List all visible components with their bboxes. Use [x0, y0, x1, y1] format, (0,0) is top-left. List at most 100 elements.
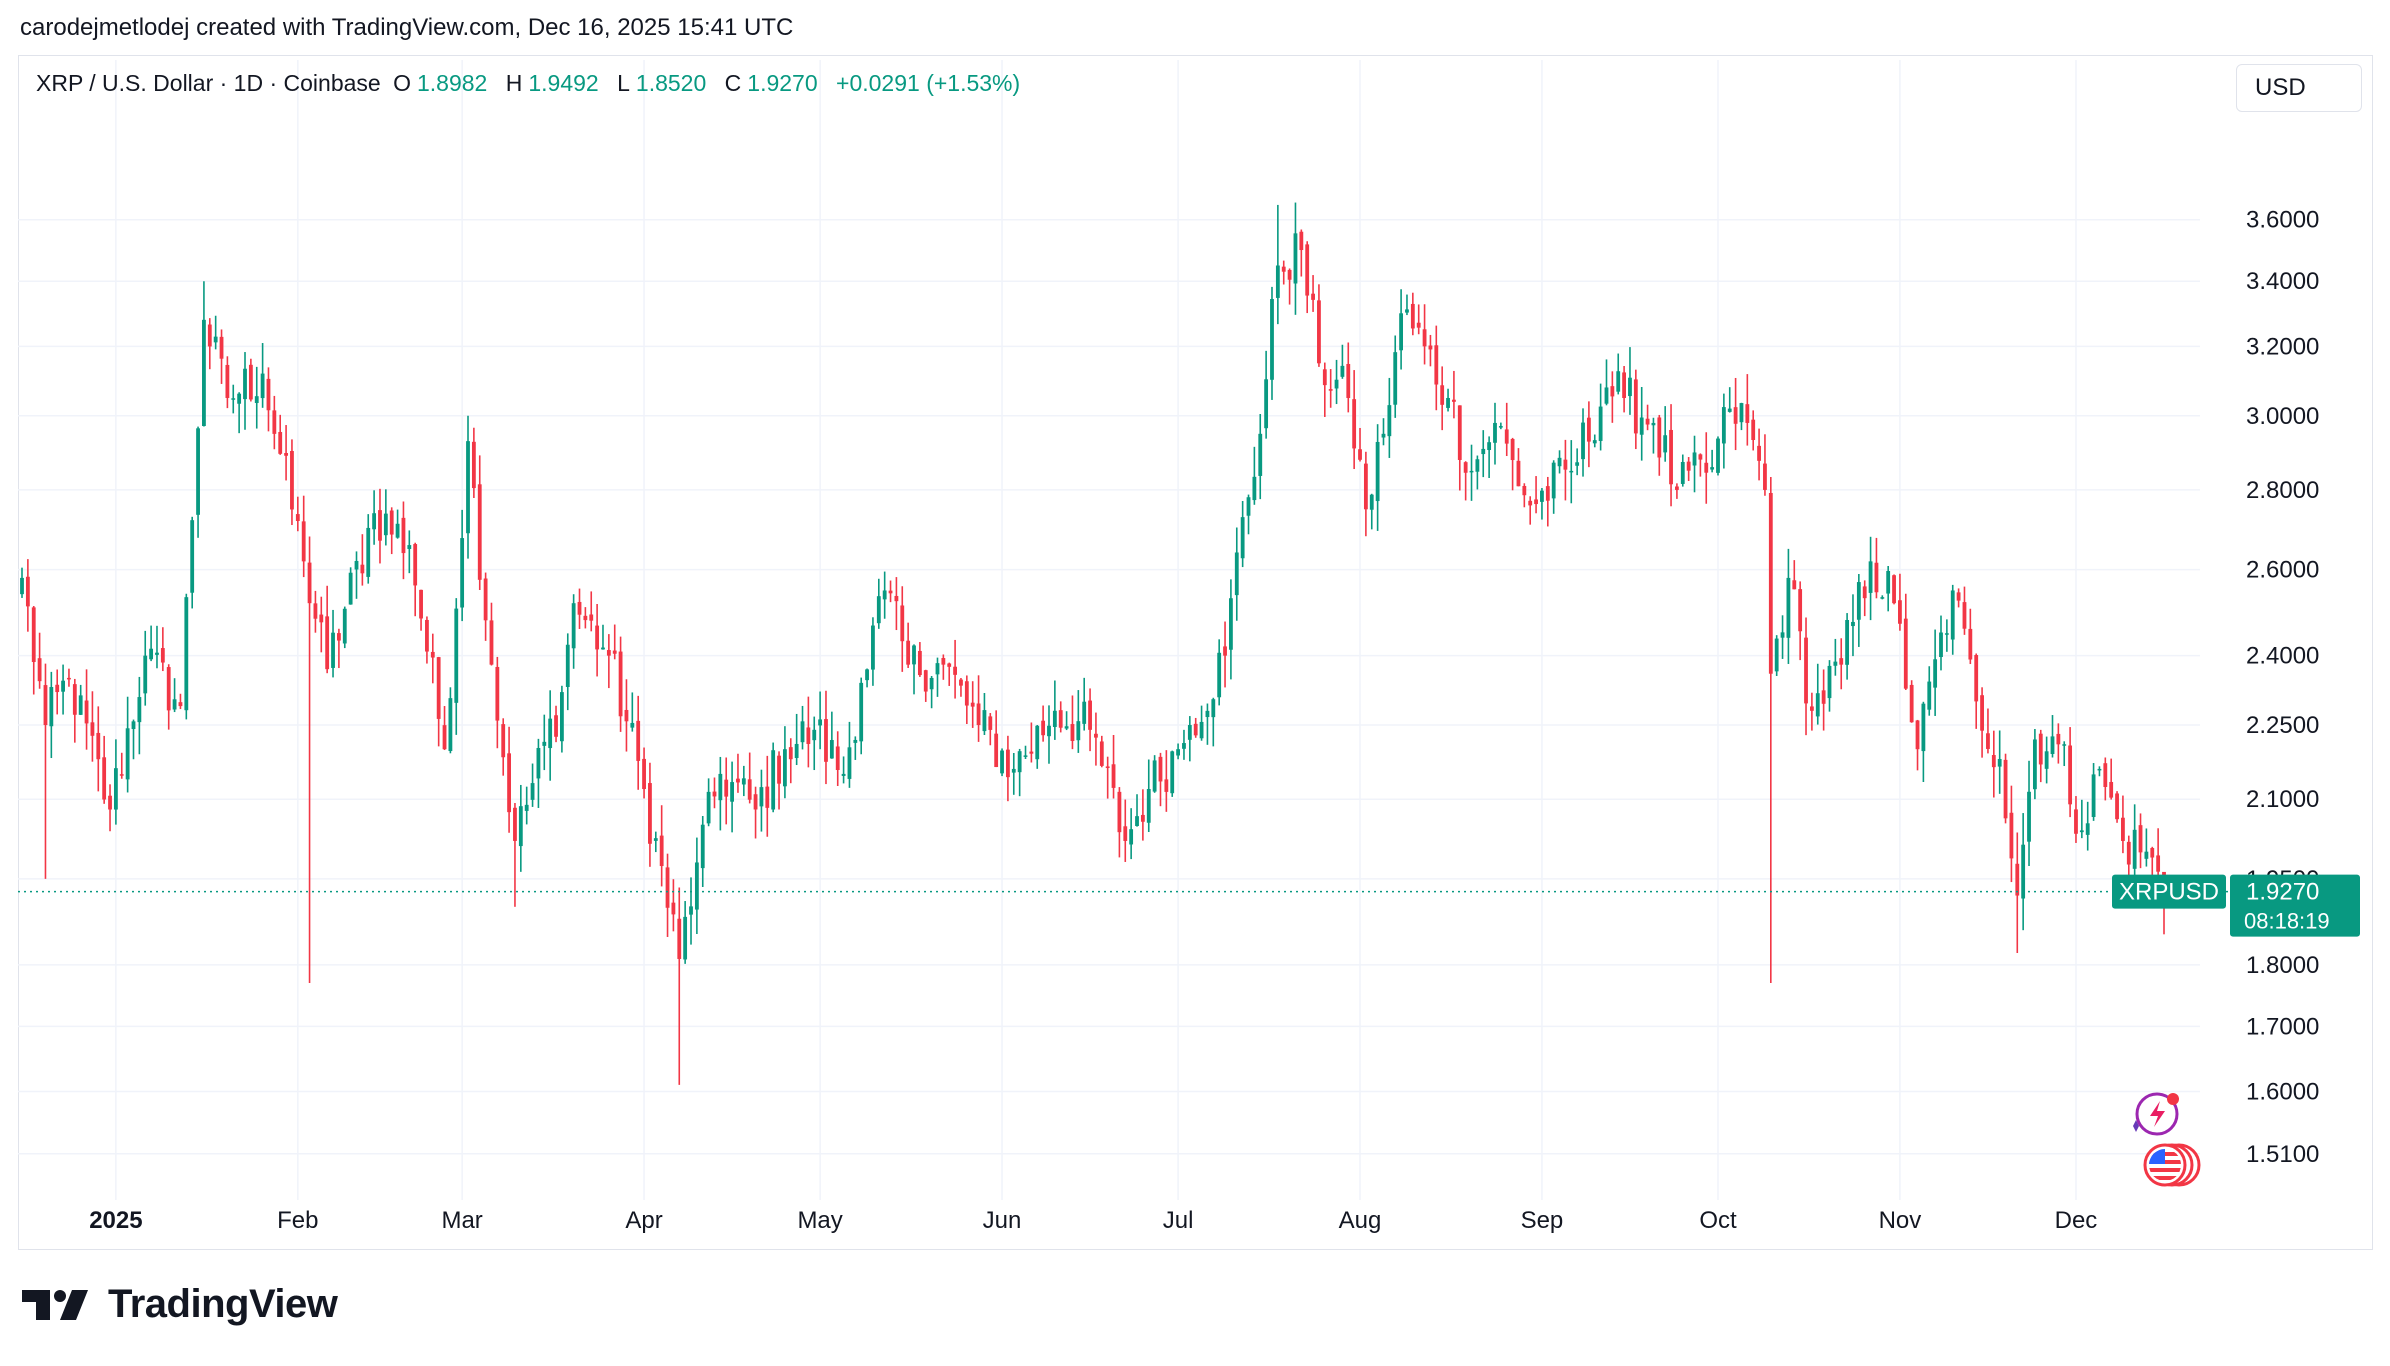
candle — [1082, 677, 1087, 731]
candle-body — [1616, 371, 1621, 392]
candle — [829, 711, 834, 759]
y-tick-label: 1.5100 — [2246, 1141, 2319, 1168]
x-tick-label: Oct — [1699, 1207, 1737, 1234]
candle-body — [477, 484, 482, 580]
candle — [1862, 580, 1867, 617]
candle — [1176, 743, 1181, 760]
candle — [190, 516, 195, 609]
currency-button[interactable]: USD — [2236, 64, 2362, 112]
candle-body — [1047, 725, 1051, 737]
candle-body — [800, 721, 805, 743]
candle — [953, 639, 957, 699]
candle — [559, 685, 564, 753]
candle-body — [1622, 372, 1627, 398]
y-tick-label: 3.0000 — [2246, 403, 2319, 430]
candle — [1933, 629, 1938, 716]
candle — [495, 656, 500, 749]
candle-body — [1792, 580, 1797, 590]
candle-body — [1768, 492, 1773, 674]
candle-body — [1281, 266, 1286, 272]
candle-body — [1164, 779, 1169, 792]
candle-body — [1270, 299, 1274, 380]
candle — [2085, 801, 2090, 851]
candle — [1780, 615, 1785, 659]
candle-body — [1569, 470, 1574, 473]
candle-body — [1123, 826, 1128, 841]
candle-body — [1375, 441, 1380, 502]
candle-body — [125, 728, 130, 780]
candle — [1011, 753, 1016, 795]
y-tick-label: 1.6000 — [2246, 1079, 2319, 1106]
candle — [1845, 613, 1850, 680]
candle-body — [2150, 848, 2155, 858]
x-tick-label: May — [797, 1207, 842, 1234]
candle-body — [1117, 791, 1122, 833]
candle-body — [25, 576, 30, 607]
candle-body — [1856, 582, 1861, 620]
candle — [372, 490, 377, 545]
candle-body — [1540, 490, 1544, 502]
candle-body — [1088, 700, 1092, 730]
candle-body — [1839, 658, 1844, 665]
candle-body — [430, 651, 435, 658]
candle — [160, 627, 165, 672]
tradingview-logo[interactable]: TradingView — [22, 1282, 338, 1327]
flash-icon[interactable] — [2133, 1092, 2179, 1136]
candle — [1675, 483, 1679, 499]
candle — [1516, 448, 1521, 487]
candle-body — [2021, 844, 2026, 899]
y-tick-label: 2.8000 — [2246, 477, 2319, 504]
candle-body — [1469, 470, 1474, 473]
chart-frame[interactable] — [18, 55, 2373, 1250]
candle-body — [1140, 814, 1145, 822]
candle-body — [747, 779, 752, 800]
candle-body — [847, 747, 852, 779]
candle — [1405, 294, 1409, 316]
candle — [1892, 574, 1896, 605]
candle-body — [143, 655, 148, 694]
symbol-title[interactable]: XRP / U.S. Dollar · 1D · Coinbase — [36, 70, 381, 96]
last-price-badge — [2230, 874, 2360, 937]
candle — [1187, 716, 1192, 762]
candle-body — [1363, 463, 1368, 510]
candle — [1645, 404, 1650, 431]
candle — [1974, 653, 1979, 729]
candle-body — [237, 393, 242, 404]
candle-body — [1463, 462, 1468, 473]
candle-body — [31, 607, 36, 663]
candle-body — [1698, 454, 1703, 460]
candle-body — [342, 608, 347, 644]
candle-body — [442, 725, 447, 750]
candle-body — [835, 746, 840, 770]
candle-body — [518, 806, 523, 847]
candle-body — [1158, 756, 1163, 782]
candle — [1428, 334, 1433, 367]
candle-body — [1510, 438, 1515, 461]
candle-body — [284, 453, 288, 456]
candle-body — [1029, 751, 1034, 754]
candle — [1663, 406, 1668, 462]
candle-body — [1082, 701, 1087, 724]
candle-body — [2009, 812, 2014, 859]
candle — [272, 395, 277, 450]
candle — [1305, 241, 1310, 314]
candle-body — [970, 702, 975, 707]
candle — [1017, 748, 1022, 797]
candle — [1898, 573, 1902, 631]
x-tick-label: 2025 — [89, 1207, 142, 1234]
x-axis-labels: 2025 Feb Mar Apr May Jun Jul Aug Sep Oct Nov Dec — [89, 1207, 2097, 1234]
candle-body — [501, 724, 506, 758]
candle — [2021, 813, 2026, 931]
candle — [818, 691, 823, 750]
candle-body — [108, 795, 112, 810]
candle-body — [2074, 809, 2078, 834]
candle — [1410, 292, 1415, 336]
candle-body — [624, 709, 629, 722]
candle — [1798, 581, 1803, 661]
candle — [266, 367, 271, 432]
candle-body — [37, 658, 42, 682]
us-flag-icon[interactable] — [2143, 1143, 2201, 1187]
candle — [982, 692, 987, 736]
candle-body — [1915, 720, 1920, 750]
